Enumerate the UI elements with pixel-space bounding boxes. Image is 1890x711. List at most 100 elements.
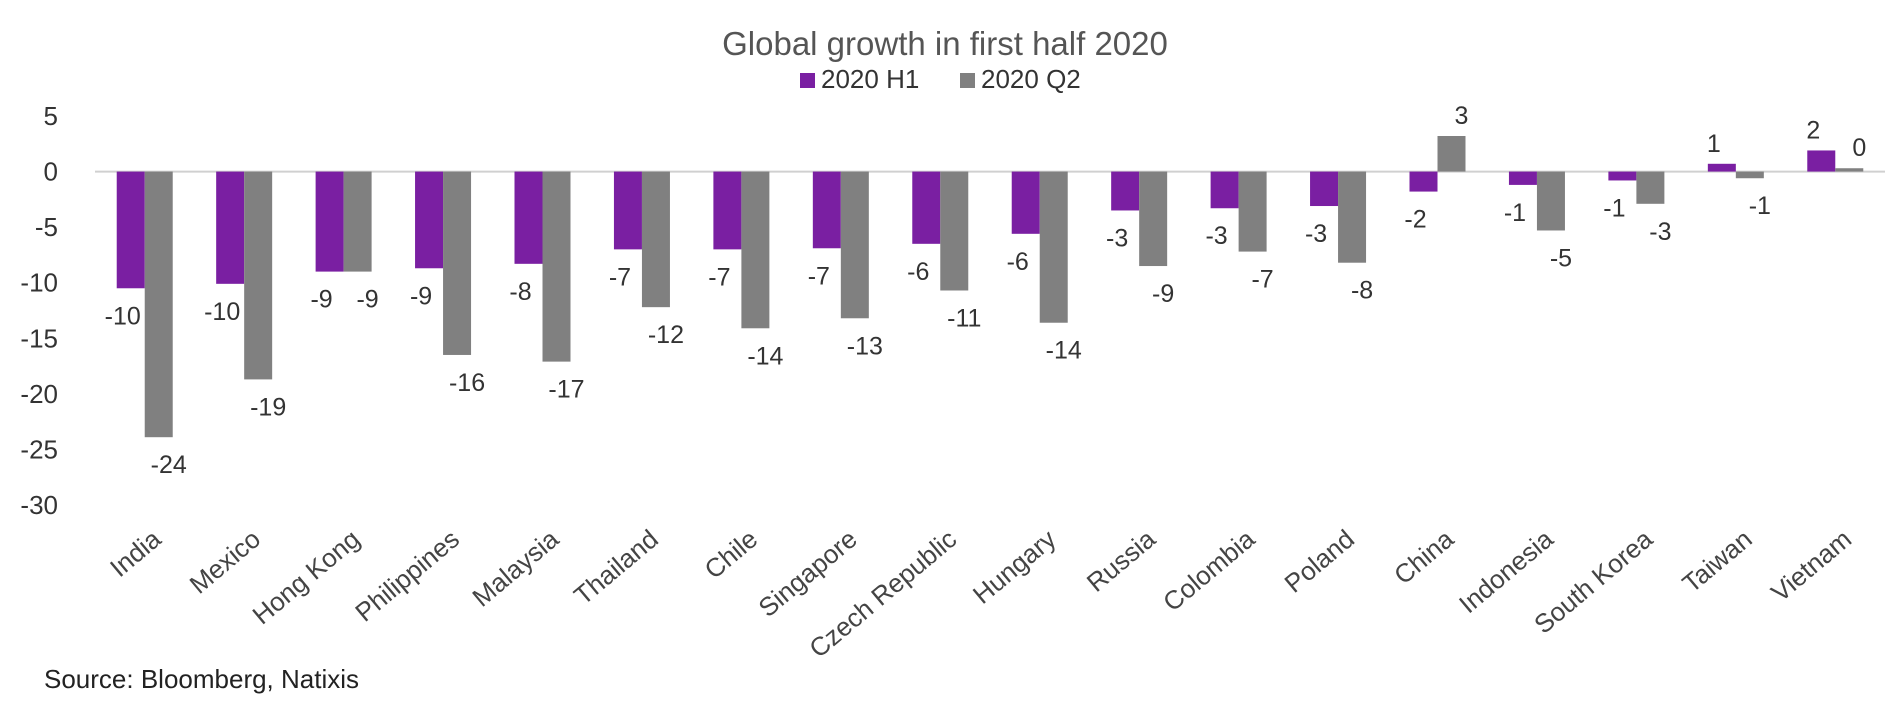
y-tick-label: -15: [20, 323, 58, 353]
data-label-q2: 0: [1852, 134, 1866, 162]
data-label-q2: -5: [1550, 244, 1572, 272]
data-label-h1: 1: [1707, 130, 1721, 158]
data-label-q2: -9: [356, 286, 378, 314]
x-tick-label: China: [1388, 523, 1460, 590]
legend-swatch-0: [800, 73, 815, 88]
data-label-q2: -11: [947, 304, 981, 332]
data-label-h1: -2: [1404, 206, 1426, 234]
y-tick-label: -5: [35, 212, 58, 242]
bar-q2: [641, 171, 670, 308]
x-tick-label: Hong Kong: [247, 524, 366, 631]
data-label-h1: -6: [907, 258, 929, 286]
bar-h1: [116, 171, 145, 289]
bar-q2: [443, 171, 472, 355]
bar-q2: [244, 171, 273, 380]
bar-h1: [1011, 171, 1040, 234]
bar-q2: [343, 171, 372, 272]
bar-q2: [1039, 171, 1068, 323]
bar-h1: [1210, 171, 1239, 209]
data-label-q2: -3: [1649, 218, 1671, 246]
bar-q2: [840, 171, 869, 319]
bar-h1: [1409, 171, 1438, 192]
y-tick-label: -10: [20, 268, 58, 298]
bar-h1: [415, 171, 444, 269]
bar-q2: [1238, 171, 1267, 252]
bar-q2: [542, 171, 571, 362]
data-label-h1: -6: [1007, 248, 1029, 276]
legend-label-0: 2020 H1: [821, 64, 919, 94]
bar-q2: [1338, 171, 1367, 263]
data-label-q2: -16: [449, 369, 485, 397]
x-tick-label: India: [104, 523, 167, 583]
data-label-h1: -10: [105, 302, 141, 330]
bar-q2: [1139, 171, 1168, 267]
legend-label-1: 2020 Q2: [981, 64, 1081, 94]
x-tick-label: Malaysia: [466, 523, 564, 612]
bar-q2: [741, 171, 770, 329]
x-tick-label: Hungary: [967, 524, 1062, 610]
data-label-q2: -12: [648, 321, 684, 349]
x-tick-label: Thailand: [568, 524, 664, 611]
data-label-h1: -1: [1603, 194, 1625, 222]
bar-q2: [1437, 136, 1466, 172]
bar-h1: [1608, 171, 1637, 181]
data-label-q2: -14: [747, 342, 783, 370]
chart-title: Global growth in first half 2020: [722, 25, 1168, 62]
bar-q2: [1636, 171, 1665, 204]
bar-h1: [713, 171, 742, 250]
data-label-q2: -13: [847, 332, 883, 360]
bar-h1: [912, 171, 941, 244]
y-tick-label: -25: [20, 434, 58, 464]
bar-h1: [1111, 171, 1140, 211]
data-label-h1: -3: [1205, 222, 1227, 250]
bar-h1: [1508, 171, 1537, 185]
bar-h1: [1310, 171, 1339, 207]
bar-q2: [940, 171, 969, 291]
data-label-q2: -19: [250, 393, 286, 421]
bar-h1: [812, 171, 841, 249]
x-tick-label: Poland: [1279, 524, 1360, 599]
data-label-q2: -17: [548, 376, 584, 404]
source-note: Source: Bloomberg, Natixis: [44, 664, 360, 694]
legend-swatch-1: [960, 73, 975, 88]
x-tick-label: Taiwan: [1676, 524, 1757, 599]
y-tick-label: 0: [44, 157, 58, 187]
data-label-q2: -24: [151, 451, 187, 479]
data-label-q2: -7: [1251, 266, 1273, 294]
data-label-h1: -3: [1106, 224, 1128, 252]
x-tick-label: Mexico: [184, 524, 266, 600]
x-tick-label: Russia: [1081, 523, 1162, 597]
data-label-q2: -1: [1749, 192, 1771, 220]
bar-q2: [144, 171, 173, 438]
x-tick-label: Colombia: [1157, 523, 1261, 617]
data-label-h1: -7: [708, 263, 730, 291]
bar-q2: [1536, 171, 1565, 231]
bar-h1: [1707, 163, 1736, 172]
x-tick-label: Chile: [699, 524, 764, 585]
x-tick-label: Vietnam: [1765, 524, 1857, 608]
data-label-h1: -8: [509, 278, 531, 306]
bar-h1: [1807, 150, 1836, 172]
data-label-q2: -9: [1152, 280, 1174, 308]
data-label-h1: -9: [410, 282, 432, 310]
data-label-h1: 2: [1806, 116, 1820, 144]
data-label-h1: -10: [204, 298, 240, 326]
data-label-q2: 3: [1455, 102, 1469, 130]
bar-h1: [613, 171, 642, 250]
data-label-h1: -9: [310, 286, 332, 314]
bar-q2: [1835, 168, 1864, 172]
data-label-h1: -7: [808, 262, 830, 290]
bar-h1: [514, 171, 543, 264]
bar-q2: [1735, 171, 1764, 179]
bar-h1: [216, 171, 245, 284]
data-label-q2: -14: [1046, 337, 1082, 365]
data-label-h1: -7: [609, 263, 631, 291]
bar-h1: [315, 171, 344, 272]
x-tick-label: Philippines: [349, 524, 465, 628]
y-tick-label: -20: [20, 379, 58, 409]
data-label-h1: -1: [1504, 199, 1526, 227]
data-label-q2: -8: [1351, 277, 1373, 305]
data-label-h1: -3: [1305, 220, 1327, 248]
y-tick-label: -30: [20, 490, 58, 520]
